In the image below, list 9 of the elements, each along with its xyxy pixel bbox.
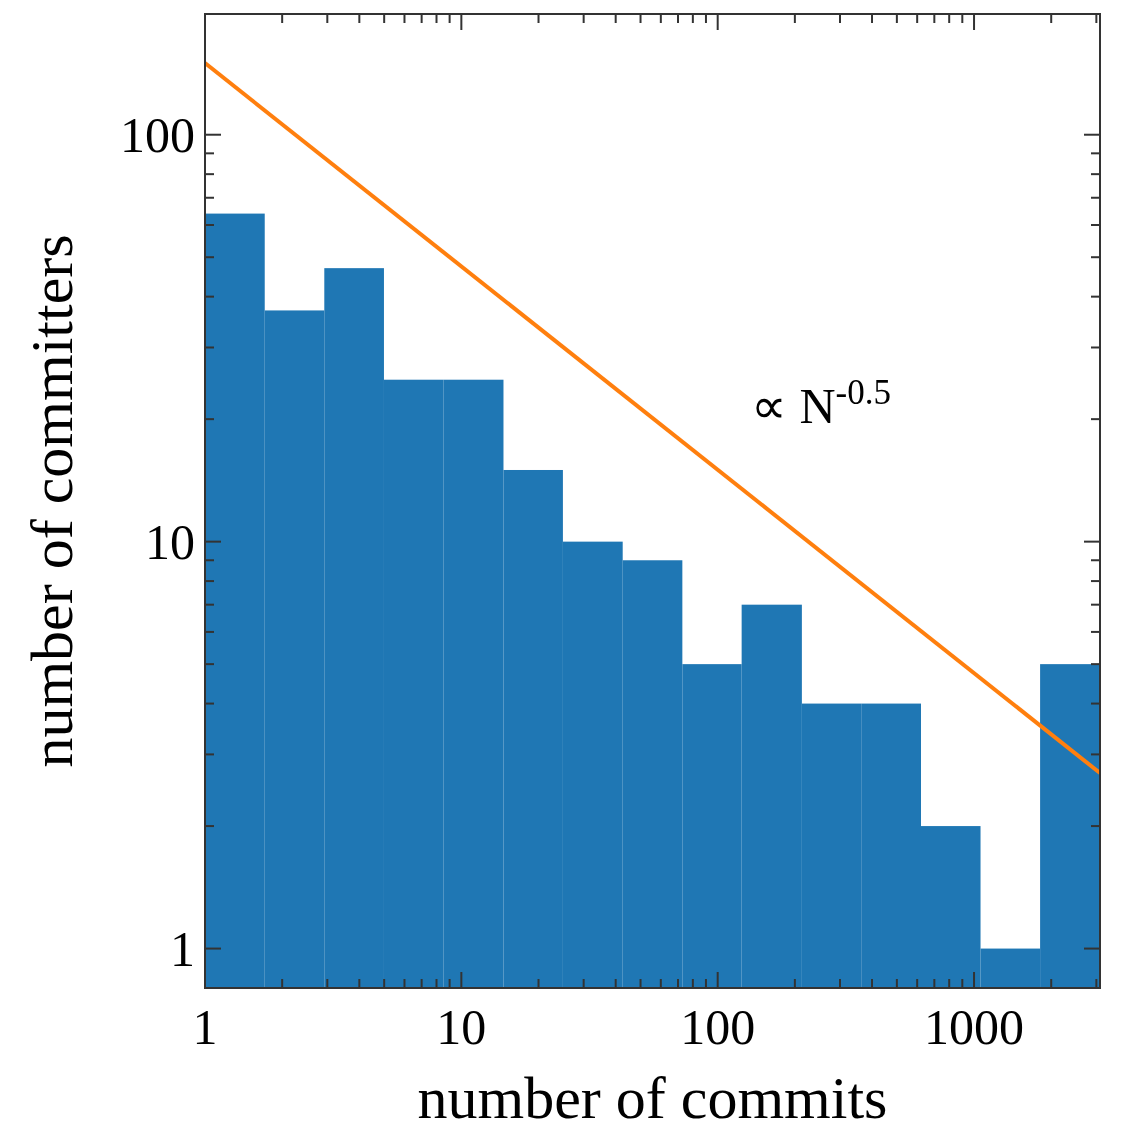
y-tick-label: 10: [145, 513, 195, 570]
y-tick-label: 100: [120, 106, 195, 163]
y-tick-label: 1: [170, 920, 195, 977]
x-tick-label: 1000: [924, 999, 1025, 1055]
x-tick-label: 100: [680, 999, 756, 1055]
x-tick-label: 10: [436, 999, 487, 1055]
annotation: ∝ N$^{-0.5}$: [750, 372, 891, 435]
y-axis-title: number of committers: [19, 234, 85, 768]
x-axis-title: number of commits: [417, 1065, 888, 1125]
